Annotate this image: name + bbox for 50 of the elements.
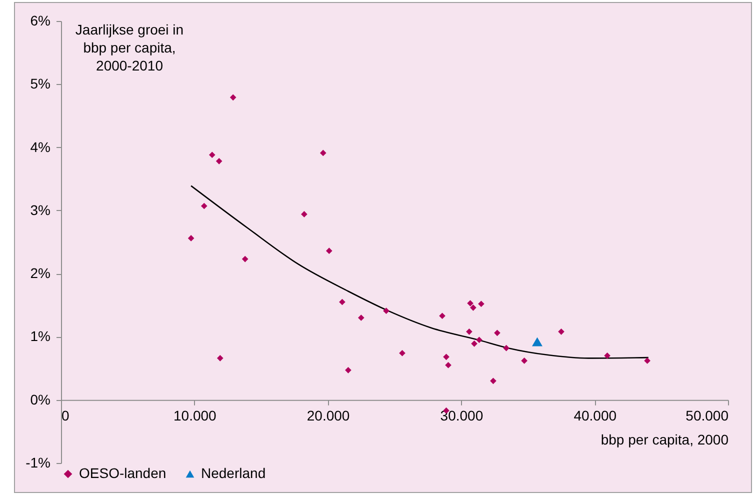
point: [230, 94, 236, 101]
y-tick-label: 6%: [30, 12, 50, 28]
y-tick-label: 0%: [30, 391, 50, 408]
point: [604, 352, 610, 359]
y-axis-title: Jaarlijkse groei in bbp per capita, 2000-2010: [75, 22, 184, 74]
point: [532, 337, 542, 346]
point: [326, 248, 332, 254]
legend-label: Nederland: [201, 465, 266, 481]
point: [208, 152, 216, 158]
y-tick-label: 4%: [30, 138, 50, 155]
legend-label: OESO-landen: [79, 465, 166, 481]
point: [242, 256, 248, 262]
x-tick-label: 40.000: [574, 407, 617, 424]
x-tick-label: 0: [62, 407, 70, 424]
point: [320, 150, 326, 156]
point: [490, 378, 496, 384]
point: [200, 202, 208, 210]
point: [470, 304, 476, 311]
x-axis-title: bbp per capita, 2000: [600, 431, 729, 448]
point: [494, 330, 500, 336]
x-tick-label: 10.000: [173, 407, 217, 424]
point: [216, 158, 222, 164]
point: [445, 362, 452, 368]
y-tick-label: 3%: [30, 202, 50, 218]
point: [467, 300, 474, 306]
point: [503, 344, 510, 352]
point: [478, 300, 484, 308]
point: [188, 235, 194, 242]
point: [358, 314, 364, 321]
point: [558, 328, 564, 335]
point: [644, 358, 650, 364]
point: [399, 350, 406, 356]
point: [345, 367, 352, 374]
x-tick-label: 20.000: [306, 407, 350, 424]
y-tick-label: 1%: [30, 328, 50, 344]
point: [521, 358, 528, 364]
point: [339, 298, 346, 306]
point: [443, 354, 450, 360]
point: [466, 328, 472, 335]
x-tick-label: 50.000: [686, 407, 729, 424]
point: [383, 308, 390, 314]
x-tick-label: 30.000: [440, 407, 484, 424]
y-tick-label: -1%: [26, 454, 50, 470]
point: [439, 312, 446, 320]
point: [471, 340, 478, 347]
y-tick-label: 5%: [30, 76, 50, 92]
point: [301, 211, 308, 218]
point: [216, 355, 224, 362]
y-tick-label: 2%: [30, 265, 50, 282]
point: [476, 336, 482, 344]
